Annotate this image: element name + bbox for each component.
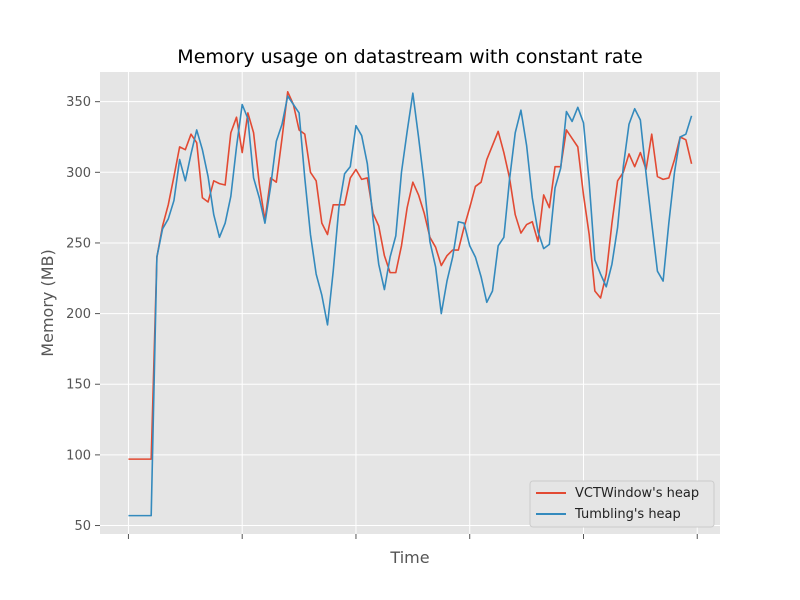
legend-label-tumbling: Tumbling's heap xyxy=(574,507,681,522)
series-layer xyxy=(128,90,693,517)
ticks: 50 100 150 200 250 300 350 xyxy=(66,95,698,539)
y-tick-label: 50 xyxy=(74,519,91,534)
y-axis-title: Memory (MB) xyxy=(38,249,57,356)
y-tick-label: 300 xyxy=(66,166,91,181)
y-tick-label: 200 xyxy=(66,307,91,322)
gridlines xyxy=(100,72,720,534)
series-line-1 xyxy=(128,92,693,517)
legend: VCTWindow's heap Tumbling's heap xyxy=(529,480,715,528)
series-line-0 xyxy=(128,90,693,460)
y-tick-label: 350 xyxy=(66,95,91,110)
legend-box xyxy=(529,480,715,528)
y-tick-label: 150 xyxy=(66,378,91,393)
legend-label-vctwindow: VCTWindow's heap xyxy=(575,486,699,501)
x-axis-title: Time xyxy=(389,548,429,567)
y-tick-label: 100 xyxy=(66,448,91,463)
chart-title: Memory usage on datastream with constant… xyxy=(177,46,642,68)
y-tick-label: 250 xyxy=(66,236,91,251)
plot-area xyxy=(100,72,720,534)
